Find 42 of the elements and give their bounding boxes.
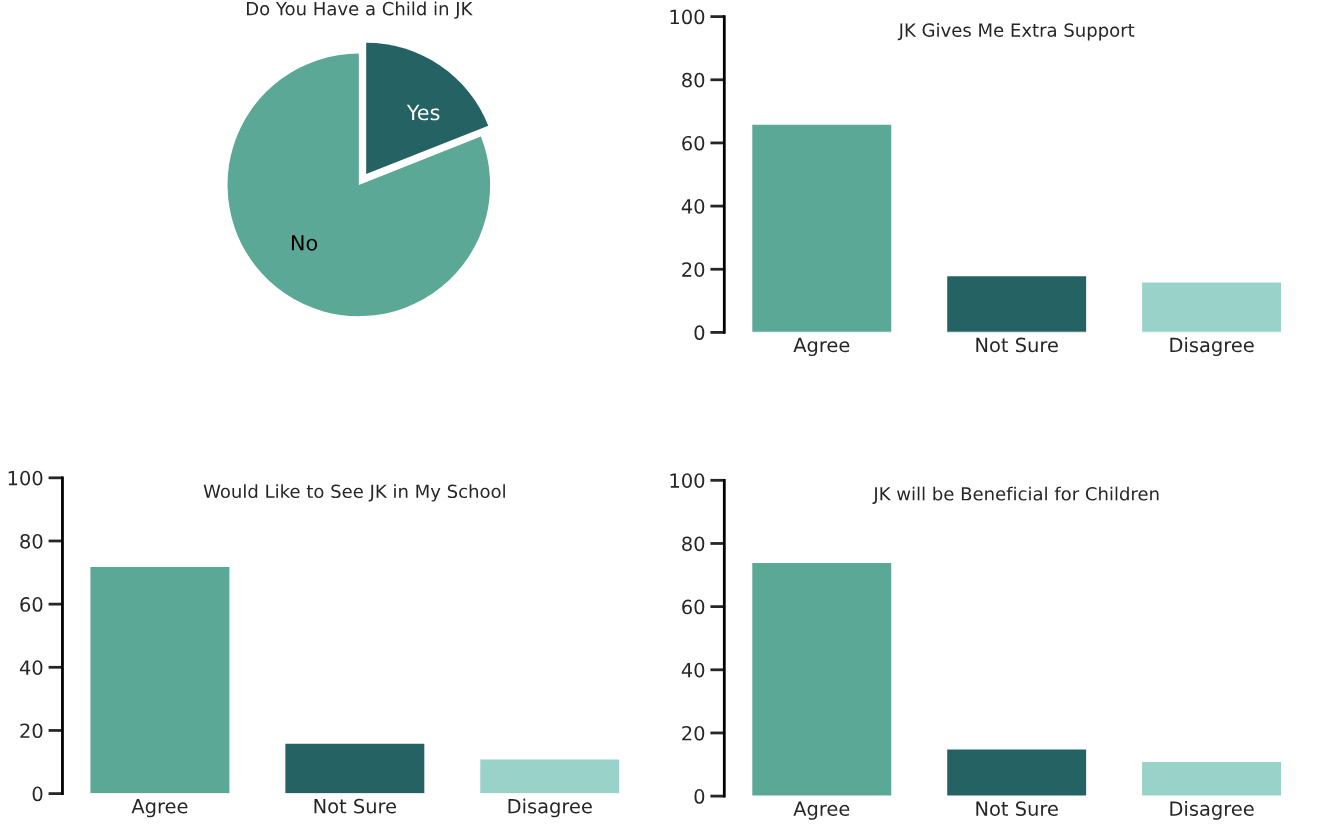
y-tick-label: 60 bbox=[20, 597, 43, 612]
x-tick-label: Agree bbox=[793, 801, 850, 820]
y-tick-label: 40 bbox=[681, 662, 705, 678]
y-tick-label: 0 bbox=[694, 325, 705, 341]
y-tick-label: 20 bbox=[20, 723, 43, 739]
bar bbox=[1140, 281, 1283, 333]
y-tick-label: 100 bbox=[670, 9, 705, 25]
y-tick-label: 40 bbox=[681, 199, 705, 214]
y-tick-label: 80 bbox=[20, 533, 43, 549]
x-tick-label: Agree bbox=[131, 799, 188, 818]
bar bbox=[1140, 760, 1283, 797]
bar bbox=[750, 561, 893, 797]
bar bbox=[750, 123, 893, 333]
y-tick-label: 100 bbox=[670, 473, 705, 488]
y-tick-label: 0 bbox=[694, 789, 705, 804]
x-tick-label: Agree bbox=[793, 337, 850, 357]
slice-label: Yes bbox=[406, 104, 440, 121]
slice-label: No bbox=[291, 235, 318, 251]
bar bbox=[945, 748, 1088, 797]
bar bbox=[89, 565, 231, 794]
chart-title: JK will be Beneficial for Children bbox=[872, 486, 1159, 504]
chart-title: Would Like to See JK in My School bbox=[203, 484, 505, 502]
chart-title: Do You Have a Child in JK bbox=[247, 1, 473, 19]
y-tick-label: 0 bbox=[32, 786, 43, 802]
y-tick-label: 100 bbox=[8, 470, 43, 486]
bar bbox=[283, 742, 426, 794]
y-tick-label: 80 bbox=[682, 536, 705, 552]
y-tick-label: 20 bbox=[682, 262, 705, 277]
y-tick-label: 40 bbox=[19, 660, 43, 675]
y-tick-label: 60 bbox=[682, 135, 705, 151]
x-tick-label: Disagree bbox=[1170, 800, 1254, 820]
y-tick-label: 80 bbox=[682, 72, 705, 88]
y-tick-label: 20 bbox=[682, 725, 705, 741]
x-tick-label: Not Sure bbox=[976, 801, 1058, 817]
bar bbox=[945, 274, 1088, 333]
x-tick-label: Disagree bbox=[508, 798, 592, 818]
bar bbox=[478, 758, 621, 794]
chart-title: JK Gives Me Extra Support bbox=[897, 22, 1135, 41]
x-tick-label: Not Sure bbox=[314, 798, 397, 814]
x-tick-label: Not Sure bbox=[976, 337, 1058, 353]
x-tick-label: Disagree bbox=[1170, 337, 1254, 357]
y-tick-label: 60 bbox=[682, 599, 705, 615]
